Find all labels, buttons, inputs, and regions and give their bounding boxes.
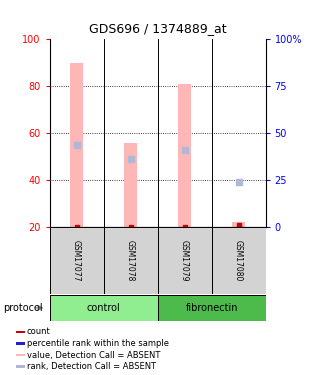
Bar [157,227,212,294]
Bar [50,227,104,294]
Text: count: count [27,327,51,336]
Text: value, Detection Call = ABSENT: value, Detection Call = ABSENT [27,351,160,360]
Text: GSM17078: GSM17078 [126,240,135,281]
Text: fibronectin: fibronectin [185,303,238,313]
Text: GSM17080: GSM17080 [234,240,243,281]
Bar [104,227,157,294]
Text: protocol: protocol [3,303,43,313]
Bar [16,330,25,333]
Bar [70,63,83,227]
Text: GSM17077: GSM17077 [72,240,81,281]
Bar [232,222,245,227]
Text: GSM17079: GSM17079 [180,240,189,281]
Bar [124,142,137,227]
Bar [16,365,25,368]
Bar [16,354,25,357]
Bar [50,295,157,321]
Bar [178,84,191,227]
Title: GDS696 / 1374889_at: GDS696 / 1374889_at [89,22,227,35]
Text: control: control [87,303,120,313]
Bar [212,227,266,294]
Text: percentile rank within the sample: percentile rank within the sample [27,339,169,348]
Bar [16,342,25,345]
Bar [157,295,266,321]
Text: rank, Detection Call = ABSENT: rank, Detection Call = ABSENT [27,362,156,371]
